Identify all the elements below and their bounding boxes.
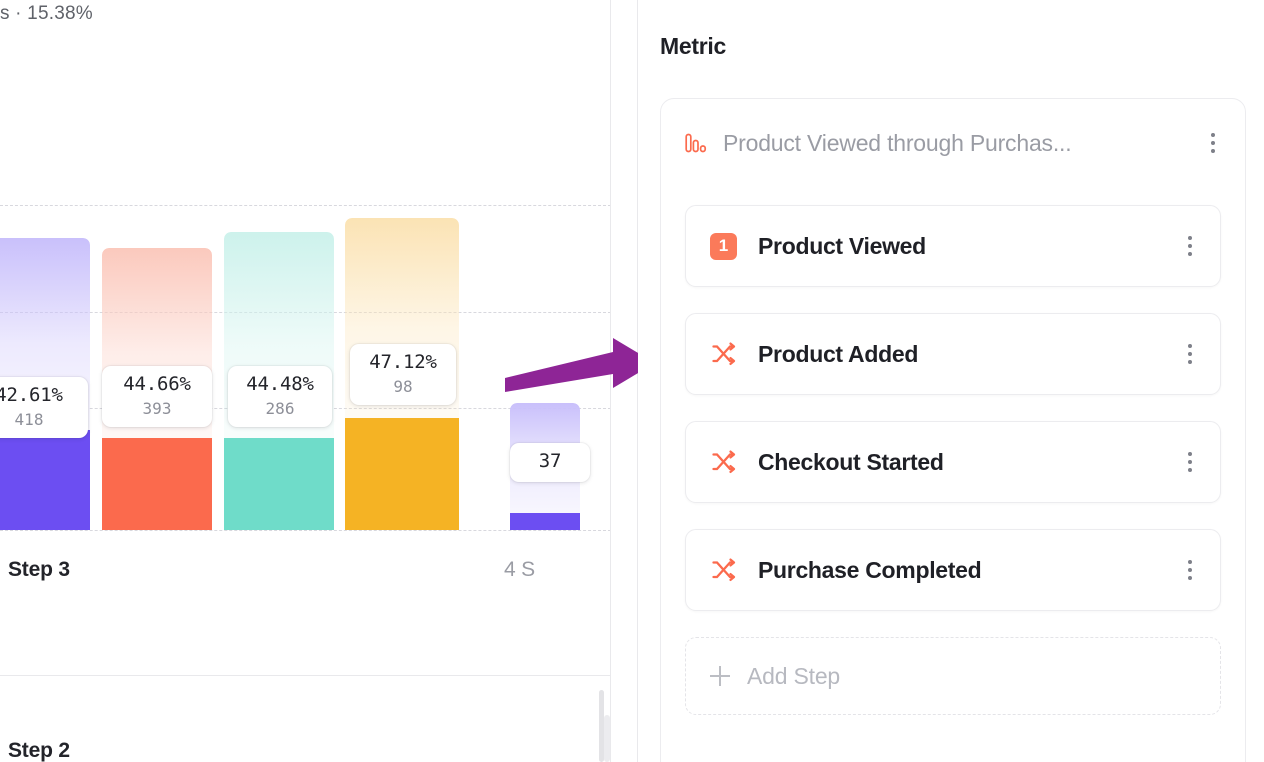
step-label: Product Added <box>758 340 919 367</box>
header-metric-fragment: s · 15.38% <box>0 3 93 24</box>
add-step-label: Add Step <box>747 662 841 689</box>
chart-bar-solid-segment <box>0 430 90 530</box>
vertical-scrollbar-track[interactable] <box>604 715 610 762</box>
chart-bar-value-tooltip: 47.12% 98 <box>350 344 456 406</box>
chart-value-percent: 44.66% <box>123 373 191 395</box>
funnel-bars-icon <box>683 130 709 156</box>
chart-value-percent: 37 <box>538 450 562 472</box>
chart-value-count: 418 <box>14 409 44 429</box>
kebab-menu-icon[interactable] <box>1178 339 1202 369</box>
step-row-product-viewed[interactable]: 1 Product Viewed <box>685 205 1221 287</box>
step-row-purchase-completed[interactable]: Purchase Completed <box>685 529 1221 611</box>
funnel-bar-chart: 42.61% 418 44.66% 393 44.48% 286 47.12% 98 37 <box>0 150 611 550</box>
step-label: Purchase Completed <box>758 556 982 583</box>
chart-value-percent: 42.61% <box>0 384 63 406</box>
metric-name-label: Product Viewed through Purchas... <box>723 129 1072 156</box>
chart-x-axis-label: Step 3 <box>8 558 70 581</box>
chart-bar-value-tooltip: 44.66% 393 <box>102 366 212 428</box>
chart-bar-solid-segment <box>102 438 212 530</box>
chart-value-percent: 47.12% <box>369 351 437 373</box>
chart-gridline <box>0 205 611 206</box>
lower-section-step-label: Step 2 <box>8 739 70 762</box>
metric-definition-card: Product Viewed through Purchas... 1 Produ… <box>660 98 1246 762</box>
chart-gridline <box>0 530 611 531</box>
section-divider <box>0 675 611 676</box>
step-row-checkout-started[interactable]: Checkout Started <box>685 421 1221 503</box>
chart-value-percent: 44.48% <box>246 373 314 395</box>
pane-divider-left <box>610 0 611 762</box>
kebab-menu-icon[interactable] <box>1178 231 1202 261</box>
kebab-menu-icon[interactable] <box>1201 128 1225 158</box>
chart-bar-value-tooltip: 44.48% 286 <box>228 366 332 428</box>
kebab-menu-icon[interactable] <box>1178 555 1202 585</box>
add-step-button[interactable]: Add Step <box>685 637 1221 715</box>
chart-bar-value-tooltip: 42.61% 418 <box>0 377 88 439</box>
page-title: Metric <box>660 33 726 59</box>
step-row-product-added[interactable]: Product Added <box>685 313 1221 395</box>
shuffle-icon <box>710 557 737 584</box>
step-label: Checkout Started <box>758 448 944 475</box>
chart-value-count: 98 <box>393 376 413 396</box>
shuffle-icon <box>710 341 737 368</box>
chart-value-count: 286 <box>265 398 295 418</box>
plus-icon <box>710 666 730 686</box>
shuffle-icon <box>710 449 737 476</box>
chart-bar-solid-segment <box>510 513 580 530</box>
metric-name-row[interactable]: Product Viewed through Purchas... <box>661 99 1245 187</box>
vertical-scrollbar-thumb[interactable] <box>599 690 604 762</box>
chart-bar-solid-segment <box>224 438 334 530</box>
chart-bar-solid-segment <box>345 418 459 530</box>
step-number-badge: 1 <box>710 232 737 260</box>
kebab-menu-icon[interactable] <box>1178 447 1202 477</box>
metric-panel: Metric Product Viewed through Purchas...… <box>638 0 1264 762</box>
step-label: Product Viewed <box>758 232 926 259</box>
funnel-steps-list: 1 Product Viewed Product Added Checkout S… <box>685 205 1221 715</box>
chart-bar-value-tooltip: 37 <box>510 443 590 482</box>
chart-value-count: 393 <box>142 398 172 418</box>
funnel-chart-pane: s · 15.38% 42.61% 418 44.66% 393 44.48% 286 47… <box>0 0 611 762</box>
chart-x-axis-label: 4 S <box>504 558 535 581</box>
